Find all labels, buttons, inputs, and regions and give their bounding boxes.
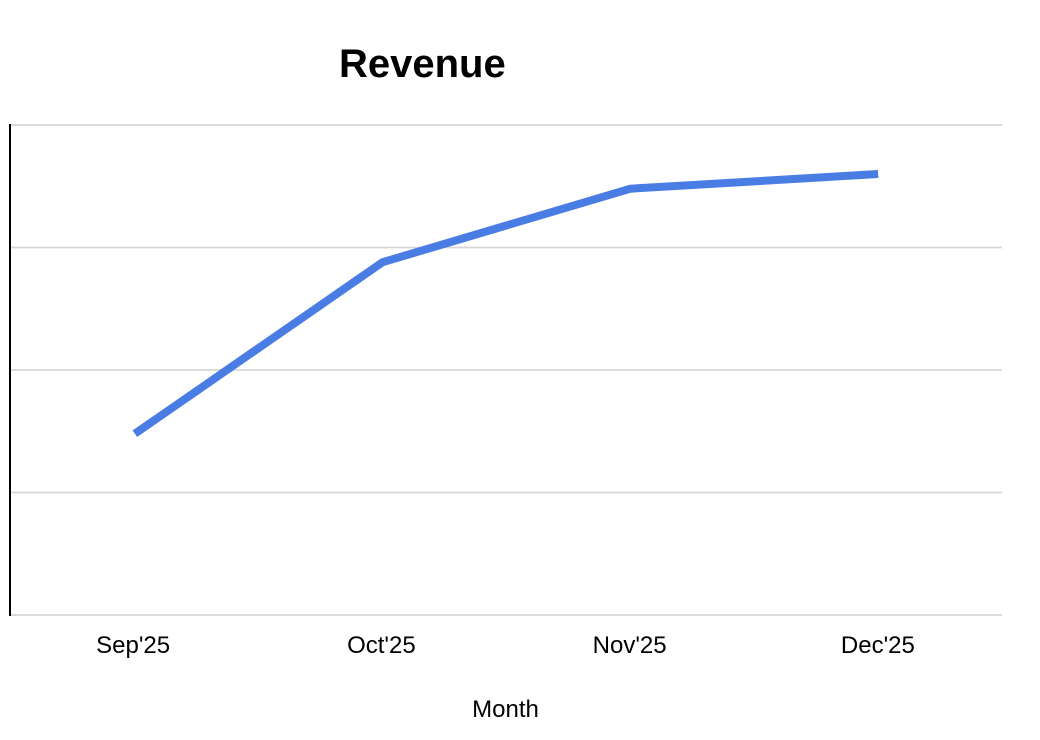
plot-area: [9, 124, 1002, 616]
chart-title: Revenue: [339, 42, 506, 86]
x-tick-label: Oct'25: [347, 632, 416, 659]
x-axis-tick-labels: Sep'25 Oct'25 Nov'25 Dec'25: [9, 632, 1002, 659]
x-tick-label: Sep'25: [96, 632, 171, 659]
x-tick-label: Nov'25: [592, 632, 667, 659]
x-axis-title: Month: [472, 696, 539, 723]
x-tick-label: Dec'25: [840, 632, 915, 659]
line-chart-svg: [11, 124, 1002, 616]
